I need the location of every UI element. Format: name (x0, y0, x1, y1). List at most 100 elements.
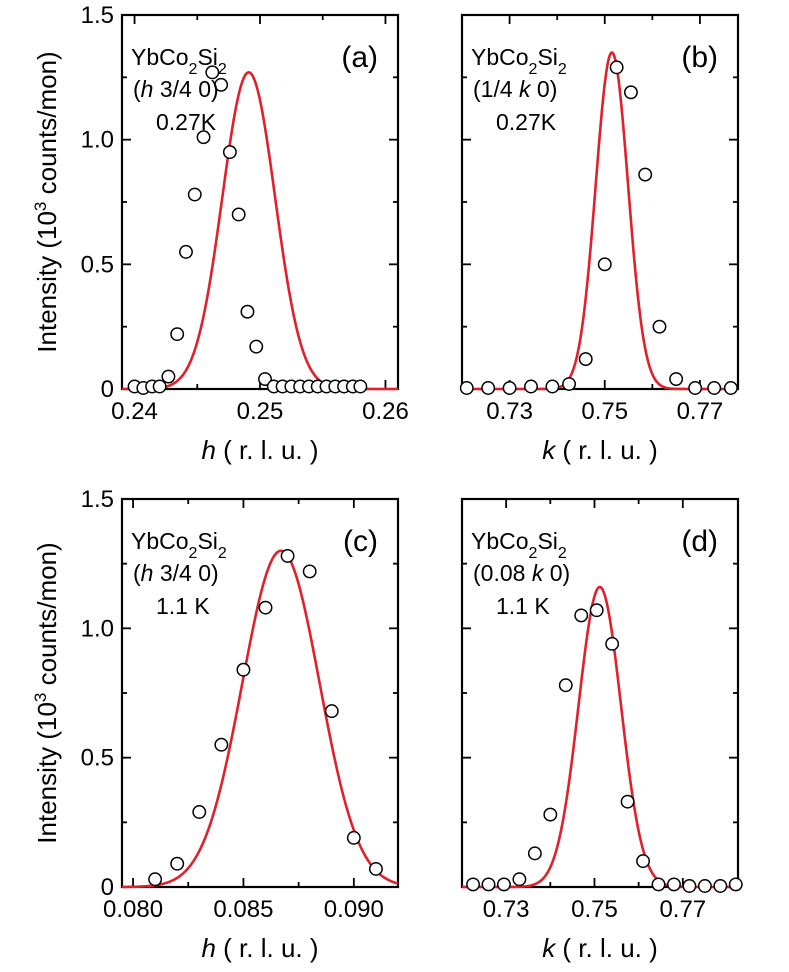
panel-a-data-point (196, 130, 211, 145)
panel-a-data-point (214, 77, 229, 92)
panel-d-data-point (497, 877, 511, 892)
panel-d-data-point (682, 879, 697, 893)
panel-c-data-point (258, 600, 273, 615)
panel-d-xtick-label: 0.77 (659, 896, 706, 923)
panel-b-temperature-label: 0.27K (496, 109, 557, 135)
panel-c-ytick-label: 0.5 (81, 745, 114, 772)
panel-a-data-point (187, 187, 202, 202)
panel-b-data-point (562, 377, 577, 391)
panel-b-scan-label: (1/4 k 0) (473, 76, 557, 102)
panel-a-data-point (205, 65, 220, 80)
panel-c-ytick-label: 0 (101, 874, 114, 901)
panel-b-data-point (502, 381, 517, 395)
panel-a-xaxis-label: h ( r. l. u. ) (201, 435, 318, 465)
panel-c-data-point (170, 856, 185, 871)
panel-c-xaxis-label: h ( r. l. u. ) (201, 933, 318, 963)
panel-d-temperature-label: 1.1 K (496, 593, 550, 619)
panel-c-data-point (214, 737, 229, 752)
panel-a-data-point (353, 379, 368, 394)
panel-d-data-point (728, 877, 743, 892)
panel-a-ytick-label: 0 (101, 376, 114, 403)
panel-c-data-point (148, 872, 163, 887)
panel-a-data-point (152, 379, 167, 394)
panel-b-data-point (652, 319, 667, 334)
panel-a-data-point (231, 207, 246, 222)
panel-d-data-point (589, 603, 604, 618)
panel-b-data-point (707, 381, 722, 395)
panel-b-data-point (481, 381, 496, 395)
panel-b-data-point (688, 381, 703, 395)
panel-b-fit-curve (462, 51, 738, 391)
panel-d-data-point (481, 877, 496, 892)
panel-b-xtick-label: 0.75 (581, 398, 628, 425)
panel-d-fit-curve (462, 585, 738, 889)
panel-d-data-point (636, 854, 651, 869)
panel-a-xtick-label: 0.25 (237, 398, 284, 425)
panel-d-xtick-label: 0.73 (483, 896, 530, 923)
yaxis-label-row-2: Intensity (103 counts/mon) (31, 542, 62, 843)
panel-b-data-point (669, 372, 684, 386)
panel-d-xtick-label: 0.75 (571, 896, 618, 923)
yaxis-label-row-1: Intensity (103 counts/mon) (31, 51, 62, 352)
panel-c-material-label: YbCo2Si2 (131, 528, 227, 562)
panel-b-data-point (545, 379, 560, 394)
panel-d-data-point (620, 794, 635, 809)
panel-d-data-point (512, 872, 527, 887)
panel-d-data-point (651, 877, 666, 892)
panel-c-fit-curve (121, 549, 399, 889)
panel-c-xtick-label: 0.085 (213, 896, 273, 923)
panel-b-data-point (638, 167, 653, 182)
panel-a-scan-label: (h 3/4 0) (133, 76, 219, 102)
panel-c-ytick-label: 1.5 (81, 486, 114, 513)
panel-a-data-point (222, 145, 237, 160)
panel-d-data-point (574, 608, 589, 623)
panel-c-temperature-label: 1.1 K (156, 593, 210, 619)
panel-c-data-point (280, 548, 295, 563)
panel-b-data-point (609, 60, 624, 75)
panel-d-data-point (667, 877, 681, 892)
panel-b-data-point (623, 85, 638, 100)
panel-b-data-point (578, 352, 593, 367)
panel-c-panel-label: (c) (343, 525, 378, 558)
panel-c-data-point (346, 830, 361, 845)
panel-b-xaxis-label: k ( r. l. u. ) (542, 435, 658, 465)
panel-b-panel-label: (b) (681, 41, 718, 74)
panel-d-data-point (466, 877, 480, 892)
panel-b-material-label: YbCo2Si2 (471, 44, 567, 78)
panel-b-data-point (723, 381, 738, 395)
panel-b-xtick-label: 0.73 (486, 398, 533, 425)
panel-c-xtick-label: 0.080 (103, 896, 163, 923)
panel-c-ytick-label: 1.0 (81, 615, 114, 642)
panel-d-data-point (543, 807, 558, 822)
panel-d-data-point (527, 846, 542, 861)
panel-a-ytick-label: 1.5 (81, 2, 114, 29)
panel-c-data-point (236, 662, 251, 677)
panel-a-data-point (179, 244, 193, 259)
panel-a-temperature-label: 0.27K (156, 109, 217, 135)
panel-d-material-label: YbCo2Si2 (471, 528, 567, 562)
panel-c-xtick-label: 0.090 (324, 896, 384, 923)
panel-a-data-point (161, 369, 176, 384)
panel-a-material-label: YbCo2Si2 (131, 44, 227, 78)
panel-c-data-point (192, 805, 207, 819)
panel-b-xtick-label: 0.77 (677, 398, 724, 425)
panel-d-panel-label: (d) (681, 525, 718, 558)
panel-d-scan-label: (0.08 k 0) (473, 560, 570, 586)
panel-a-ytick-label: 0.5 (81, 251, 114, 278)
panel-d-data-point (605, 636, 620, 651)
panel-d-data-point (558, 678, 573, 693)
panel-a-data-point (258, 372, 272, 386)
panel-a-data-point (249, 339, 264, 354)
panel-a-xtick-label: 0.26 (362, 398, 409, 425)
panel-d-xaxis-label: k ( r. l. u. ) (542, 933, 658, 963)
panel-d-data-point (697, 879, 712, 893)
panel-c-data-point (324, 704, 339, 719)
panel-c-data-point (368, 861, 383, 876)
panel-b-data-point (524, 379, 538, 394)
panel-c-scan-label: (h 3/4 0) (133, 560, 219, 586)
panel-a-ytick-label: 1.0 (81, 127, 114, 154)
panel-d-data-point (713, 879, 728, 893)
panel-a-xtick-label: 0.24 (111, 398, 158, 425)
panel-b-data-point (597, 257, 612, 272)
